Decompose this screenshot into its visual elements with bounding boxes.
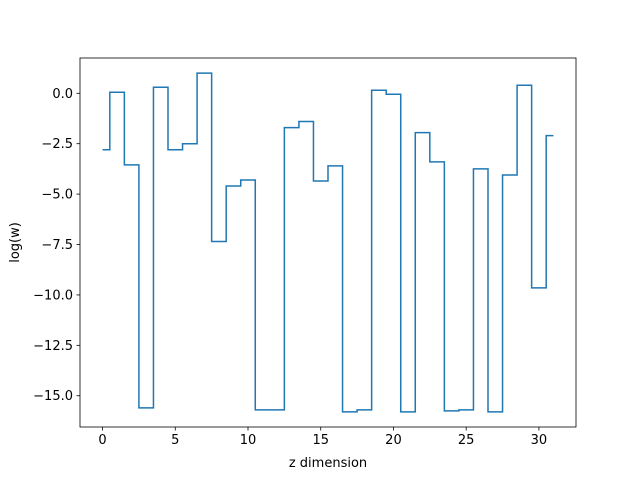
x-tick-label: 20: [385, 433, 402, 448]
x-tick-label: 10: [240, 433, 257, 448]
series-line: [102, 72, 554, 413]
x-axis-ticks: 0 5 10 15 20 25 30: [98, 427, 547, 448]
y-axis-ticks: 0.0 −2.5 −5.0 −7.5 −10.0 −12.5 −15.0: [33, 87, 80, 404]
y-tick-label: −2.5: [41, 137, 73, 152]
y-tick-label: −15.0: [33, 389, 73, 404]
x-tick-label: 25: [458, 433, 475, 448]
x-tick-label: 0: [98, 433, 106, 448]
y-tick-label: −10.0: [33, 288, 73, 303]
axes-frame: [79, 57, 577, 428]
y-tick-label: −5.0: [41, 188, 73, 203]
plot-area: [102, 72, 554, 413]
y-axis-label: log(w): [8, 222, 23, 263]
x-tick-label: 5: [171, 433, 179, 448]
y-tick-label: −12.5: [33, 339, 73, 354]
y-tick-label: −7.5: [41, 238, 73, 253]
x-axis-label: z dimension: [289, 456, 367, 471]
y-tick-label: 0.0: [52, 87, 73, 102]
x-tick-label: 30: [531, 433, 548, 448]
x-tick-label: 15: [312, 433, 329, 448]
